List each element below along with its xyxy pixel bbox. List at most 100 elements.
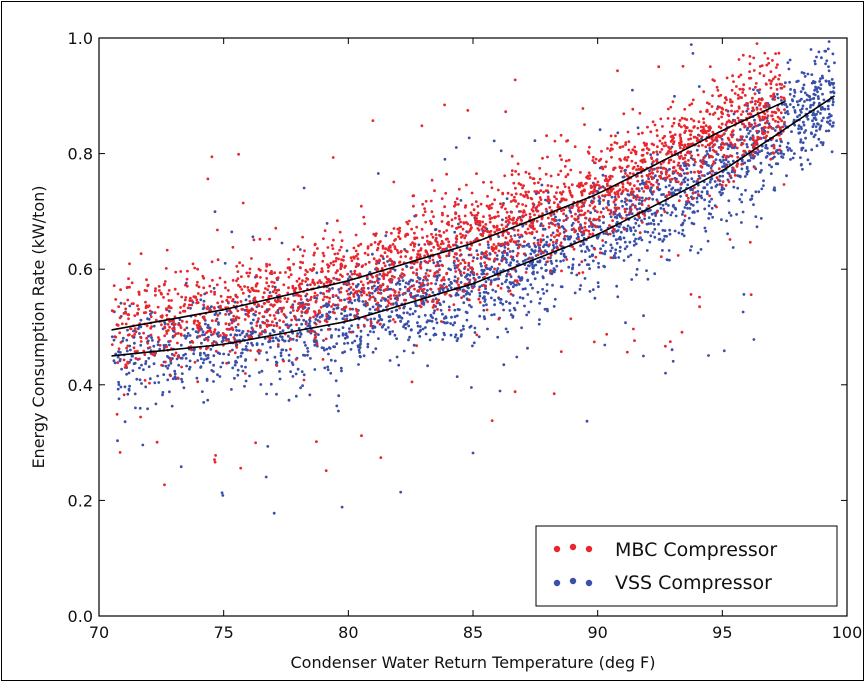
data-point — [727, 180, 731, 184]
data-point — [373, 299, 377, 302]
data-point — [551, 240, 555, 244]
data-point — [687, 138, 690, 141]
data-point — [680, 182, 683, 186]
data-point — [653, 272, 657, 276]
data-point — [689, 202, 693, 206]
data-point — [234, 293, 238, 297]
data-point — [709, 166, 713, 170]
data-point — [637, 189, 641, 193]
data-point — [535, 219, 539, 223]
data-point — [806, 117, 810, 121]
data-point — [320, 270, 323, 274]
data-point — [355, 309, 359, 313]
data-point — [158, 289, 161, 292]
data-point — [299, 266, 302, 270]
data-point — [647, 177, 650, 181]
data-point — [559, 285, 563, 288]
data-point — [458, 248, 462, 252]
data-point — [684, 153, 687, 157]
data-point — [169, 319, 173, 323]
data-point — [513, 199, 517, 202]
data-point — [705, 160, 708, 164]
data-point — [754, 124, 758, 128]
data-point — [291, 337, 295, 341]
data-point — [735, 165, 739, 168]
data-point — [352, 295, 356, 298]
data-point — [626, 130, 630, 134]
data-point — [616, 69, 619, 73]
data-point — [655, 129, 659, 132]
data-point — [584, 250, 587, 254]
data-point — [772, 92, 776, 96]
data-point — [666, 107, 670, 111]
data-point — [418, 325, 422, 328]
data-point — [186, 269, 189, 273]
data-point — [169, 358, 173, 362]
data-point — [647, 216, 651, 220]
data-point — [148, 346, 152, 349]
data-point — [497, 228, 501, 232]
data-point — [764, 105, 767, 109]
data-point — [266, 288, 270, 292]
data-point — [538, 318, 541, 321]
data-point — [532, 227, 536, 231]
data-point — [456, 308, 460, 311]
data-point — [656, 170, 659, 173]
data-point — [180, 319, 184, 323]
data-point — [715, 107, 719, 111]
data-point — [266, 358, 269, 362]
data-point — [361, 300, 365, 303]
data-point — [583, 123, 586, 126]
data-point — [648, 172, 652, 176]
data-point — [614, 256, 617, 260]
data-point — [623, 200, 627, 204]
data-point — [679, 172, 682, 176]
data-point — [388, 330, 392, 334]
data-point — [462, 294, 466, 298]
data-point — [720, 138, 724, 141]
data-point — [139, 252, 143, 256]
data-point — [576, 232, 580, 236]
data-point — [641, 212, 645, 216]
data-point — [525, 243, 529, 247]
data-point — [797, 124, 801, 128]
data-point — [495, 228, 499, 232]
data-point — [779, 95, 783, 99]
data-point — [756, 148, 760, 151]
data-point — [741, 53, 745, 57]
data-point — [657, 232, 661, 236]
data-point — [119, 301, 123, 305]
data-point — [630, 193, 633, 196]
data-point — [499, 301, 502, 305]
data-point — [577, 209, 581, 213]
data-point — [552, 305, 556, 308]
data-point — [561, 190, 565, 194]
data-point — [341, 332, 345, 335]
data-point — [286, 297, 290, 301]
data-point — [146, 284, 150, 288]
data-point — [615, 206, 619, 210]
data-point — [588, 177, 591, 180]
data-point — [606, 208, 610, 212]
data-point — [334, 379, 338, 383]
data-point — [563, 255, 567, 259]
data-point — [562, 237, 566, 241]
data-point — [793, 110, 797, 114]
data-point — [297, 307, 300, 311]
data-point — [826, 116, 830, 120]
data-point — [358, 351, 361, 354]
data-point — [766, 151, 770, 155]
data-point — [400, 316, 404, 320]
data-point — [619, 230, 623, 234]
data-point — [704, 145, 708, 149]
data-point — [770, 114, 773, 118]
data-point — [629, 199, 633, 203]
data-point — [618, 245, 622, 249]
data-point — [538, 196, 542, 199]
data-point — [523, 304, 526, 308]
data-point — [783, 120, 786, 124]
data-point — [355, 273, 359, 277]
data-point — [478, 223, 482, 227]
data-point — [370, 291, 374, 295]
data-point — [544, 207, 548, 211]
